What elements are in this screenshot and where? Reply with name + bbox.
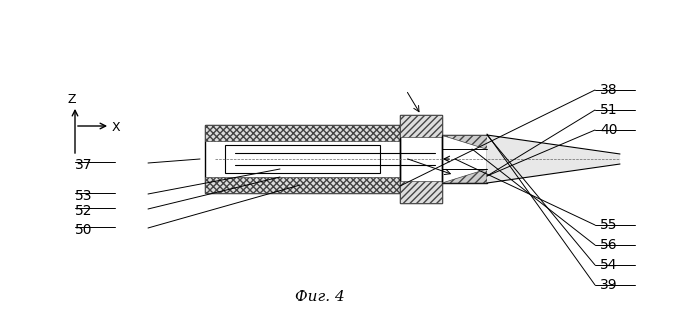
Bar [225,145,380,173]
Polygon shape [442,135,487,149]
Text: 40: 40 [600,123,617,137]
Bar [400,181,442,203]
Text: 56: 56 [600,238,618,252]
Bar [400,115,442,203]
Text: Z: Z [68,93,76,106]
Bar [205,125,400,193]
Text: 54: 54 [600,258,617,272]
Text: 51: 51 [600,103,618,117]
Text: 39: 39 [600,278,618,292]
Text: 37: 37 [75,158,92,172]
Text: X: X [112,121,121,134]
Text: 38: 38 [600,83,618,97]
Polygon shape [442,169,487,183]
Text: 55: 55 [600,218,617,232]
Text: Фиг. 4: Фиг. 4 [295,290,345,304]
Bar [205,125,400,141]
Polygon shape [487,135,620,183]
Bar [205,177,400,193]
Bar [400,115,442,137]
Text: 50: 50 [75,223,92,237]
Bar [442,135,487,183]
Text: 53: 53 [75,189,92,203]
Text: 52: 52 [75,204,92,218]
